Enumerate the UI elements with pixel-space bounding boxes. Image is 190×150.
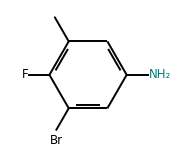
Text: Br: Br	[50, 134, 63, 147]
Text: F: F	[22, 68, 28, 81]
Text: NH₂: NH₂	[149, 68, 171, 81]
